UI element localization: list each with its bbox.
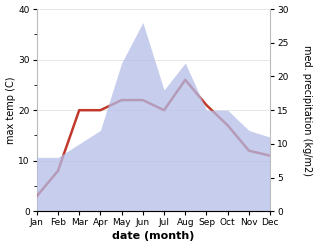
X-axis label: date (month): date (month) (112, 231, 195, 242)
Y-axis label: med. precipitation (kg/m2): med. precipitation (kg/m2) (302, 45, 313, 176)
Y-axis label: max temp (C): max temp (C) (5, 76, 16, 144)
